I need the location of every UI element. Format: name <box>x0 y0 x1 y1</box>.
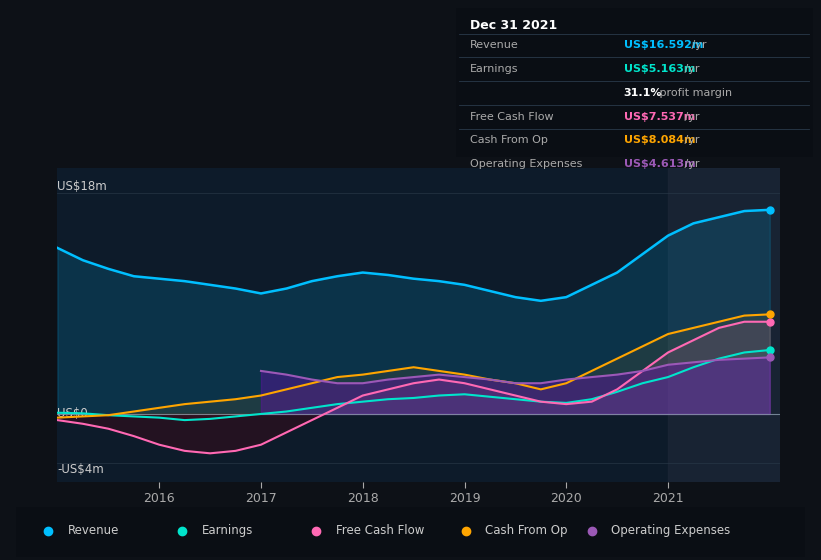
Text: Earnings: Earnings <box>470 64 518 74</box>
Text: Revenue: Revenue <box>67 525 119 538</box>
Text: US$18m: US$18m <box>57 180 108 193</box>
Text: Cash From Op: Cash From Op <box>485 525 568 538</box>
Text: Operating Expenses: Operating Expenses <box>612 525 731 538</box>
Text: Free Cash Flow: Free Cash Flow <box>470 112 553 122</box>
Text: /yr: /yr <box>688 40 706 50</box>
Text: US$5.163m: US$5.163m <box>623 64 695 74</box>
Text: /yr: /yr <box>681 159 699 169</box>
Text: Dec 31 2021: Dec 31 2021 <box>470 19 557 32</box>
Bar <box>668 168 780 482</box>
Text: Earnings: Earnings <box>202 525 253 538</box>
Text: US$7.537m: US$7.537m <box>623 112 695 122</box>
Text: /yr: /yr <box>681 136 699 146</box>
Text: /yr: /yr <box>681 64 699 74</box>
Text: US$8.084m: US$8.084m <box>623 136 695 146</box>
Text: Cash From Op: Cash From Op <box>470 136 548 146</box>
Text: US$0: US$0 <box>57 408 88 421</box>
Text: /yr: /yr <box>681 112 699 122</box>
Text: -US$4m: -US$4m <box>57 463 104 476</box>
Text: Revenue: Revenue <box>470 40 519 50</box>
Text: 31.1%: 31.1% <box>623 88 662 98</box>
Text: US$4.613m: US$4.613m <box>623 159 695 169</box>
Text: profit margin: profit margin <box>656 88 732 98</box>
Text: US$16.592m: US$16.592m <box>623 40 703 50</box>
Text: Free Cash Flow: Free Cash Flow <box>336 525 424 538</box>
Text: Operating Expenses: Operating Expenses <box>470 159 582 169</box>
